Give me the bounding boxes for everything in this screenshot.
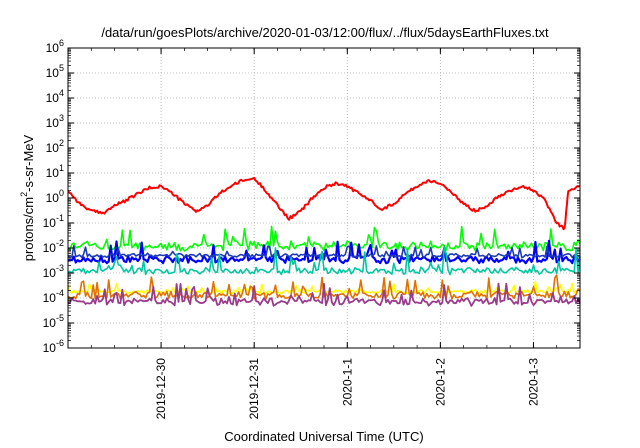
y-tick-exponent: -3: [56, 263, 64, 273]
y-tick-label: 10-5: [43, 313, 64, 330]
y-tick-exponent: -4: [56, 288, 64, 298]
y-tick-exponent: -5: [56, 313, 64, 323]
y-tick-label: 105: [46, 63, 64, 80]
y-tick-exponent: 0: [59, 188, 64, 198]
y-tick-label: 10-2: [43, 238, 64, 255]
series-line-1: [67, 176, 581, 231]
y-tick-label: 100: [46, 188, 64, 205]
y-tick-exponent: 2: [59, 138, 64, 148]
y-tick-label: 104: [46, 88, 64, 105]
x-tick-label: 2020-1-3: [526, 358, 540, 406]
x-axis-label: Coordinated Universal Time (UTC): [224, 429, 423, 444]
x-axis: 2019-12-30 2019-12-31 2020-1-1 2020-1-2 2020…: [67, 48, 581, 420]
series-line-3: [67, 239, 581, 265]
y-tick-exponent: -1: [56, 213, 64, 223]
series-line-8: [67, 282, 581, 307]
x-tick-label: 2020-1-2: [433, 358, 447, 406]
y-tick-label: 10-4: [43, 288, 64, 305]
y-tick-exponent: 6: [59, 38, 64, 48]
y-tick-label: 102: [46, 138, 64, 155]
series-line-2: [67, 225, 581, 252]
y-tick-exponent: 4: [59, 88, 64, 98]
x-tick-label: 2020-1-1: [340, 358, 354, 406]
y-tick-label: 10-6: [43, 338, 64, 355]
y-tick-exponent: 1: [59, 163, 64, 173]
y-tick-exponent: -2: [56, 238, 64, 248]
gridlines: [68, 48, 580, 348]
y-axis-label: protons/cm2-s-sr-MeV: [19, 134, 36, 261]
chart-title: /data/run/goesPlots/archive/2020-01-03/1…: [101, 25, 549, 40]
series-line-5: [67, 246, 581, 276]
y-axis: 10-610-510-410-310-210-11001011021031041…: [43, 38, 580, 355]
y-tick-label: 101: [46, 163, 64, 180]
x-tick-label: 2019-12-30: [154, 358, 168, 420]
y-tick-exponent: -6: [56, 338, 64, 348]
y-tick-label: 10-1: [43, 213, 64, 230]
y-tick-label: 106: [46, 38, 64, 55]
y-tick-exponent: 5: [59, 63, 64, 73]
y-tick-label: 10-3: [43, 263, 64, 280]
series-layer: [67, 176, 581, 307]
y-tick-label: 103: [46, 113, 64, 130]
series-line-4: [67, 245, 581, 259]
x-tick-label: 2019-12-31: [247, 358, 261, 420]
y-tick-exponent: 3: [59, 113, 64, 123]
